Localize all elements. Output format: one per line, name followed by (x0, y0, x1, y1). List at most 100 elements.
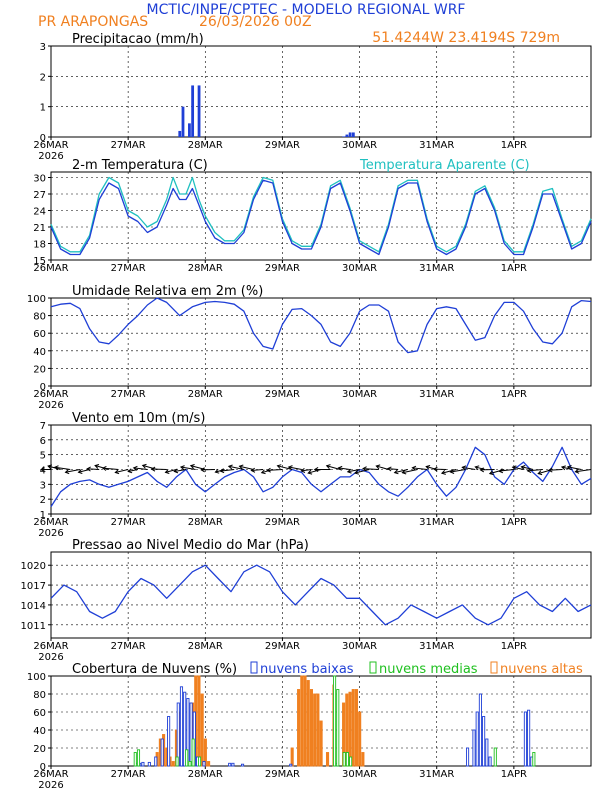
cloud-mid-bar (532, 752, 536, 767)
wind-arrow (511, 465, 524, 471)
cloud-low-bar (202, 761, 206, 767)
panel-6: 0 20 40 60 80 100 26MAR 27MAR 28MAR 29MAR 30MAR 31M… (27, 661, 592, 791)
wind-arrow (566, 465, 582, 470)
precip-bar (188, 123, 191, 137)
x-tick-label: 26MAR (33, 140, 68, 151)
wind-arrow (449, 469, 466, 474)
cloud-low-bar (488, 756, 492, 767)
cloud-low-bar (160, 738, 164, 767)
x-tick-label: 1APR (501, 263, 527, 274)
x-tick-label: 29MAR (265, 517, 300, 528)
wind-arrow (276, 464, 293, 470)
wind-arrow (47, 464, 61, 470)
cloud-high-bar (361, 752, 365, 767)
y-tick-label: 60 (33, 329, 46, 340)
x-tick-label: 27MAR (111, 641, 146, 652)
cloud-mid-bar (175, 756, 179, 767)
wind-arrow (526, 468, 543, 474)
x-tick-label: 28MAR (188, 140, 223, 151)
wind-arrow (53, 465, 71, 471)
cloud-mid-bar (336, 689, 340, 767)
cloud-high-bar (297, 689, 301, 767)
y-tick-label: 7 (40, 421, 46, 432)
wind-arrow (393, 469, 408, 475)
year-label: 2026 (38, 528, 63, 539)
cloud-low-bar (167, 716, 171, 767)
cloud-high-bar (207, 761, 211, 767)
wind-arrow (227, 464, 244, 470)
precip-bar (351, 132, 355, 137)
y-tick-label: 20 (33, 744, 46, 755)
legend-mid-clouds: nuvens medias (379, 662, 478, 677)
series-line-1 (50, 179, 592, 256)
wind-arrow (479, 467, 495, 473)
y-tick-label: 1 (40, 103, 46, 114)
panel-3: 0 20 40 60 80 100 26MAR 27MAR 28MAR 29MAR 30MAR 31M… (27, 284, 592, 411)
y-tick-label: 5 (40, 451, 46, 462)
x-tick-label: 30MAR (342, 389, 377, 400)
cloud-low-bar (231, 762, 235, 767)
header-location: PR ARAPONGAS (38, 14, 148, 30)
y-tick-label: 1014 (21, 601, 46, 612)
precip-bar (178, 130, 182, 137)
y-tick-label: 60 (33, 708, 46, 719)
wind-arrow (238, 464, 254, 470)
legend-high-clouds-swatch (490, 661, 498, 674)
header-title: MCTIC/INPE/CPTEC - MODELO REGIONAL WRF (147, 2, 466, 18)
y-tick-label: 18 (33, 240, 46, 251)
wind-arrow (574, 468, 592, 474)
precip-bar (348, 132, 352, 137)
x-tick-label: 30MAR (342, 140, 377, 151)
x-tick-label: 28MAR (188, 769, 223, 780)
cloud-high-bar (306, 680, 310, 767)
year-label: 2026 (38, 400, 63, 411)
cloud-low-bar (466, 747, 470, 767)
panel-frame (50, 551, 592, 639)
x-tick-label: 31MAR (419, 389, 454, 400)
wind-arrow (375, 464, 389, 470)
wind-arrow (307, 469, 322, 475)
cloud-mid-bar (493, 747, 497, 767)
x-tick-label: 1APR (501, 517, 527, 528)
cloud-high-bar (313, 693, 317, 767)
x-tick-label: 28MAR (188, 263, 223, 274)
legend-high-clouds: nuvens altas (500, 662, 583, 677)
y-tick-label: 15 (33, 256, 46, 267)
wind-arrow (474, 465, 486, 471)
series-line-2 (50, 176, 592, 253)
y-tick-label: 3 (40, 480, 46, 491)
cloud-low-bar (478, 693, 482, 767)
cloud-mid-bar (191, 738, 195, 767)
x-tick-label: 27MAR (111, 389, 146, 400)
series-line-1 (50, 297, 592, 354)
panel-2: 15 18 21 24 27 30 26MAR 27MAR 28MAR 29MAR 30MAR 31M… (33, 158, 592, 274)
x-tick-label: 26MAR (33, 769, 68, 780)
legend-low-clouds-swatch (250, 661, 258, 674)
cloud-low-bar (482, 716, 486, 767)
cloud-high-bar (290, 747, 294, 767)
cloud-low-bar (241, 763, 245, 767)
y-tick-label: 80 (33, 312, 46, 323)
wind-arrow (337, 465, 350, 471)
x-tick-label: 26MAR (33, 517, 68, 528)
panel-frame (50, 297, 592, 387)
cloud-high-bar (358, 711, 362, 767)
wind-arrow (520, 465, 534, 470)
wind-arrow (266, 467, 283, 473)
legend-mid-clouds-swatch (369, 661, 377, 674)
wind-arrow (150, 466, 167, 472)
wind-arrow (440, 469, 457, 475)
precip-bar (191, 85, 195, 137)
x-tick-label: 1APR (501, 140, 527, 151)
panel-1: 0 1 2 3 26MAR 27MAR 28MAR 29MAR 30MAR 31MAR 1APR 20… (33, 32, 592, 162)
cloud-high-bar (319, 720, 323, 767)
wind-arrow (219, 468, 235, 474)
y-tick-label: 6 (40, 436, 46, 447)
precip-bar (345, 134, 349, 137)
panel-5: 1011 1014 1017 1020 26MAR 27MAR 28MAR 29MAR 30MA… (21, 538, 592, 663)
cloud-mid-bar (349, 756, 353, 767)
x-tick-label: 27MAR (111, 140, 146, 151)
year-label: 2026 (38, 780, 63, 791)
cloud-mid-bar (198, 756, 202, 767)
